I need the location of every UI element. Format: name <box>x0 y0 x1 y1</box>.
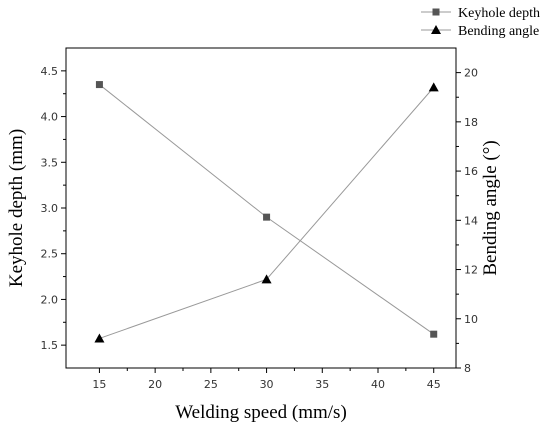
x-tick-label: 45 <box>427 378 441 391</box>
y-right-tick-label: 18 <box>464 116 478 129</box>
y-left-tick-label: 3.0 <box>41 202 59 215</box>
data-point <box>430 330 438 338</box>
data-point <box>263 213 271 221</box>
series-square <box>95 81 438 338</box>
data-point <box>94 333 105 343</box>
series-triangle <box>94 82 439 343</box>
legend-marker <box>432 8 440 16</box>
x-tick-label: 35 <box>315 378 329 391</box>
x-tick-label: 40 <box>371 378 385 391</box>
y-right-tick-label: 10 <box>464 313 478 326</box>
y-left-tick-label: 4.5 <box>41 65 59 78</box>
y-left-tick-label: 2.5 <box>41 248 59 261</box>
data-point <box>261 274 272 284</box>
y-right-tick-label: 8 <box>464 362 471 375</box>
legend-label: Keyhole depth <box>458 6 540 21</box>
x-tick-label: 15 <box>92 378 106 391</box>
axes: 15 20 25 30 35 40 45 1.5 2.0 2.5 3.0 3.5 4.0 4.5 8 10 12… <box>6 47 501 423</box>
series-layer <box>94 81 439 343</box>
y-right-tick-label: 16 <box>464 165 478 178</box>
legend-item: Bending angle <box>421 24 539 39</box>
legend-marker <box>431 25 441 34</box>
legend-label: Bending angle <box>458 24 539 39</box>
y-left-tick-label: 3.5 <box>41 156 59 169</box>
y-right-tick-label: 12 <box>464 264 478 277</box>
y-right-axis-title: Bending angle (°) <box>480 140 501 275</box>
plot-frame <box>65 47 457 369</box>
data-point <box>95 81 103 89</box>
y-left-axis-title: Keyhole depth (mm) <box>6 129 27 287</box>
x-tick-label: 20 <box>148 378 162 391</box>
y-right-tick-label: 14 <box>464 214 478 227</box>
x-tick-label: 25 <box>204 378 218 391</box>
y-left-tick-label: 2.0 <box>41 293 59 306</box>
y-left-tick-label: 1.5 <box>41 339 59 352</box>
x-axis-title: Welding speed (mm/s) <box>175 402 347 423</box>
legend-item: Keyhole depth <box>421 6 540 21</box>
y-right-tick-label: 20 <box>464 67 478 80</box>
legend: Keyhole depth Bending angle <box>421 6 540 39</box>
data-point <box>428 82 439 92</box>
y-left-tick-label: 4.0 <box>41 111 59 124</box>
series-line <box>99 84 435 335</box>
x-tick-label: 30 <box>260 378 274 391</box>
series-line <box>99 87 435 339</box>
